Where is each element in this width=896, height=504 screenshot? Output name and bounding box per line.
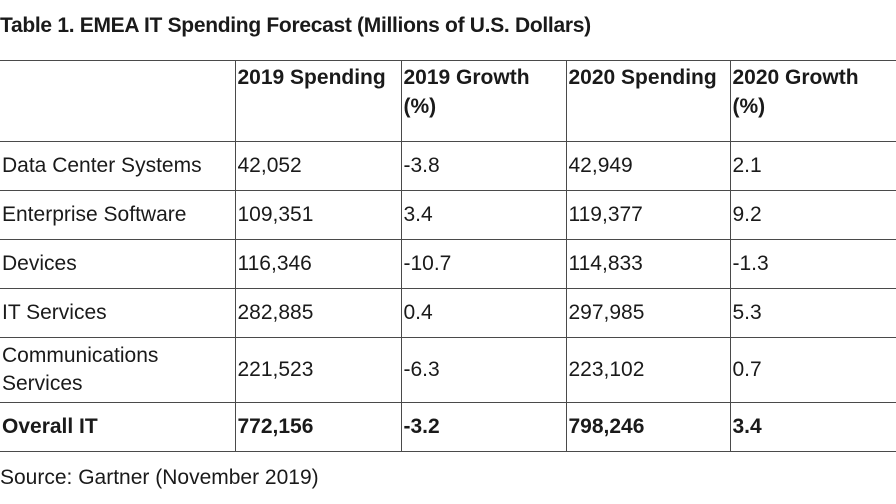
header-2019-growth: 2019 Growth (%) — [400, 60, 567, 142]
cell-2020-growth: -1.3 — [729, 239, 896, 289]
spending-table: 2019 Spending 2019 Growth (%) 2020 Spend… — [0, 60, 896, 452]
cell-2019-growth: 3.4 — [400, 190, 567, 240]
cell-2019-growth: 0.4 — [400, 288, 567, 338]
header-2020-spending: 2020 Spending — [565, 60, 731, 142]
total-label: Overall IT — [0, 402, 236, 452]
cell-2019-spending: 221,523 — [234, 337, 402, 403]
cell-2019-spending: 116,346 — [234, 239, 402, 289]
header-2020-growth: 2020 Growth (%) — [729, 60, 896, 142]
header-row: 2019 Spending 2019 Growth (%) 2020 Spend… — [0, 60, 896, 142]
row-label: Communications Services — [0, 337, 236, 403]
row-label: Enterprise Software — [0, 190, 236, 240]
cell-2019-spending: 282,885 — [234, 288, 402, 338]
row-label: IT Services — [0, 288, 236, 338]
row-label: Data Center Systems — [0, 141, 236, 191]
cell-2019-spending: 42,052 — [234, 141, 402, 191]
cell-2019-growth: -6.3 — [400, 337, 567, 403]
total-row: Overall IT 772,156 -3.2 798,246 3.4 — [0, 402, 896, 452]
cell-2019-spending: 109,351 — [234, 190, 402, 240]
row-label: Devices — [0, 239, 236, 289]
cell-2020-spending: 223,102 — [565, 337, 731, 403]
table-row: Communications Services 221,523 -6.3 223… — [0, 337, 896, 403]
cell-2020-spending: 119,377 — [565, 190, 731, 240]
cell-2020-spending: 42,949 — [565, 141, 731, 191]
total-2019-growth: -3.2 — [400, 402, 567, 452]
total-2020-growth: 3.4 — [729, 402, 896, 452]
total-2020-spending: 798,246 — [565, 402, 731, 452]
table-row: Devices 116,346 -10.7 114,833 -1.3 — [0, 239, 896, 289]
cell-2019-growth: -10.7 — [400, 239, 567, 289]
cell-2020-growth: 2.1 — [729, 141, 896, 191]
table-row: Enterprise Software 109,351 3.4 119,377 … — [0, 190, 896, 240]
cell-2020-spending: 297,985 — [565, 288, 731, 338]
source-note: Source: Gartner (November 2019) — [0, 466, 319, 489]
cell-2020-growth: 0.7 — [729, 337, 896, 403]
table-row: Data Center Systems 42,052 -3.8 42,949 2… — [0, 141, 896, 191]
cell-2020-spending: 114,833 — [565, 239, 731, 289]
header-empty — [0, 60, 236, 142]
table-row: IT Services 282,885 0.4 297,985 5.3 — [0, 288, 896, 338]
cell-2020-growth: 9.2 — [729, 190, 896, 240]
table-title: Table 1. EMEA IT Spending Forecast (Mill… — [0, 14, 591, 37]
cell-2019-growth: -3.8 — [400, 141, 567, 191]
cell-2020-growth: 5.3 — [729, 288, 896, 338]
header-2019-spending: 2019 Spending — [234, 60, 402, 142]
total-2019-spending: 772,156 — [234, 402, 402, 452]
